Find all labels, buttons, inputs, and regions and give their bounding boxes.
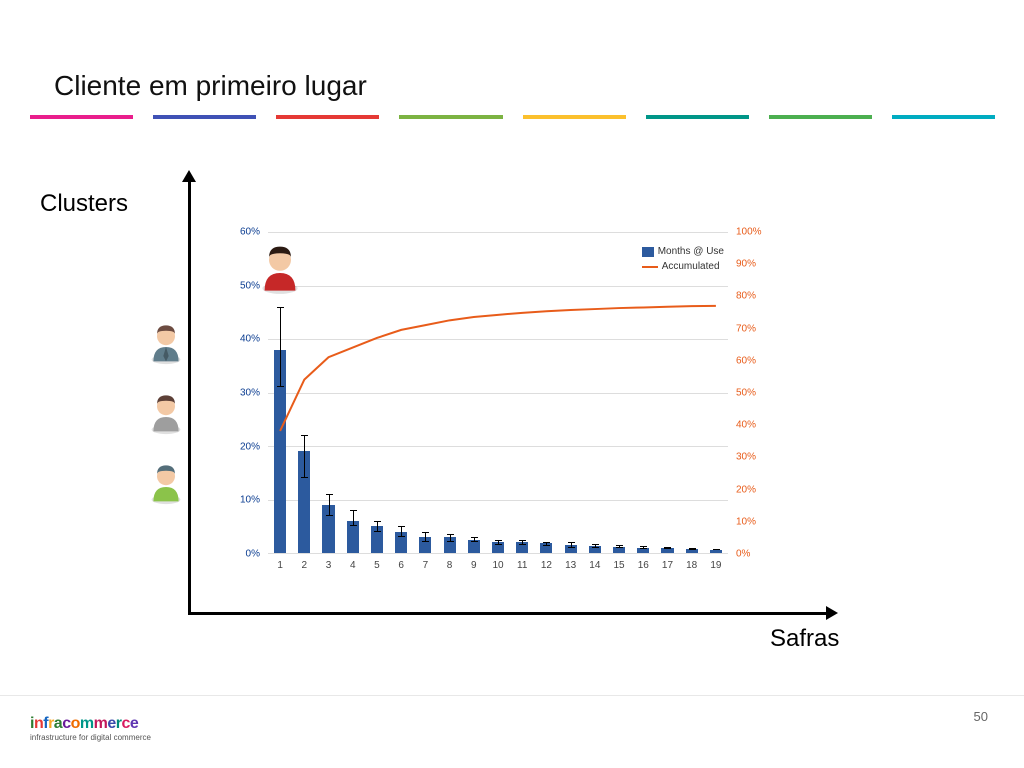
legend-line-label: Accumulated (662, 259, 720, 274)
logo-tagline: infrastructure for digital commerce (30, 733, 151, 742)
chart-legend: Months @ Use Accumulated (642, 244, 724, 274)
persona-icon-column (148, 320, 186, 530)
infracommerce-logo: infracommerce infrastructure for digital… (30, 715, 151, 742)
title-underline-stripe (30, 115, 995, 120)
y-axis-annotation-clusters: Clusters (40, 190, 128, 218)
cluster-top-persona-icon (258, 240, 302, 300)
accumulated-line (268, 232, 728, 553)
pareto-chart: 0%10%20%30%40%50%60% 0%10%20%30%40%50%60… (218, 224, 778, 582)
x-axis-labels: 12345678910111213141516171819 (268, 560, 728, 574)
x-axis-annotation-safras: Safras (770, 625, 839, 653)
legend-line-swatch (642, 266, 658, 268)
outer-y-axis-arrow (188, 180, 191, 612)
slide-title: Cliente em primeiro lugar (54, 70, 367, 102)
chart-plot-area: Months @ Use Accumulated (268, 232, 728, 554)
legend-bar-swatch (642, 247, 654, 257)
legend-bar-label: Months @ Use (658, 244, 724, 259)
page-number: 50 (974, 709, 988, 724)
outer-x-axis-arrow (188, 612, 828, 615)
footer-divider (0, 695, 1024, 696)
